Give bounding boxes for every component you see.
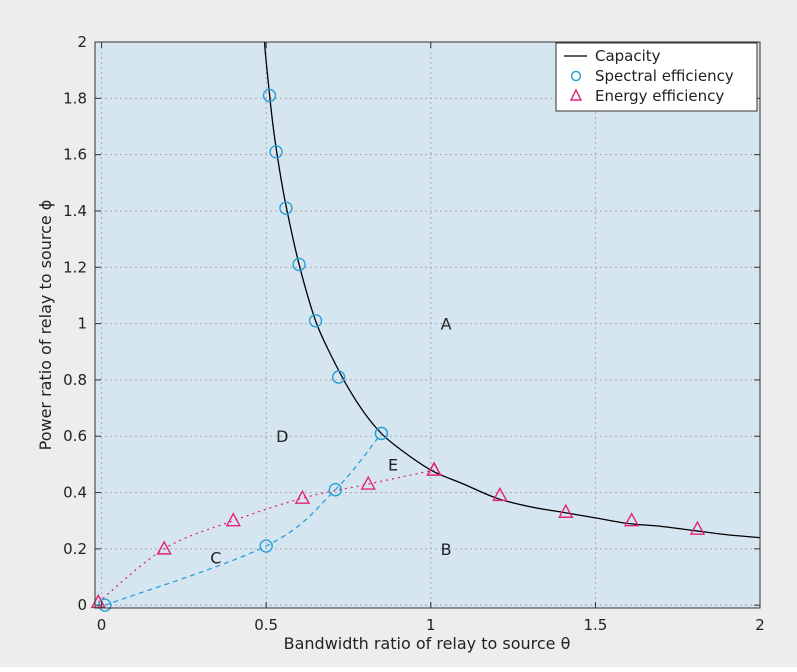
region-label-c: C [210,548,221,567]
x-tick-label: 2 [755,616,765,634]
x-axis-label: Bandwidth ratio of relay to source θ [284,634,571,653]
spectral-efficiency-point [262,88,277,103]
y-tick-label: 0.4 [63,484,87,502]
x-axis-ticks: 0 0.5 1 1.5 2 [97,42,765,634]
energy-efficiency-point [426,461,442,476]
region-label-e: E [388,455,398,474]
plot-area-background [95,42,760,608]
region-label-b: B [441,540,452,559]
y-tick-label: 0.6 [63,427,87,445]
y-tick-label: 1.4 [63,202,87,220]
region-labels: A B C D E [210,315,451,568]
y-tick-label: 0.2 [63,540,87,558]
y-tick-label: 1.2 [63,258,87,276]
markers [90,88,706,612]
x-tick-label: 0 [97,616,107,634]
x-tick-label: 1 [426,616,436,634]
y-tick-label: 0 [77,596,87,614]
spectral-efficiency-point [292,257,306,272]
energy-efficiency-point [360,475,376,490]
energy-efficiency-point [156,540,172,555]
legend-energy-triangle-icon [569,88,583,101]
energy-efficiency-point [294,489,311,504]
spectral-efficiency-point [328,483,343,497]
region-label-a: A [441,315,452,334]
spectral-efficiency-point [279,201,293,215]
legend-spectral-label: Spectral efficiency [595,67,734,85]
y-tick-label: 2 [77,33,87,51]
spectral-efficiency-point [308,314,323,328]
y-tick-label: 1.6 [63,146,87,164]
spectral-efficiency-dashed-curve [104,433,382,606]
y-tick-label: 1.8 [63,89,87,107]
energy-efficiency-point [558,503,574,518]
legend-energy-label: Energy efficiency [595,87,724,105]
spectral-efficiency-point [269,145,283,159]
grid-lines [95,42,760,608]
x-tick-label: 1.5 [583,616,607,634]
energy-efficiency-dotted-curve [97,469,435,603]
legend-capacity-label: Capacity [595,47,661,65]
legend-box [555,42,758,112]
region-label-d: D [276,427,288,446]
y-tick-label: 1 [77,315,87,333]
y-axis-ticks: 0 0.2 0.4 0.6 0.8 1 1.2 1.4 1.6 1.8 2 [63,33,760,614]
legend: Capacity Spectral efficiency Energy effi… [555,42,758,112]
spectral-efficiency-point [259,539,273,553]
spectral-efficiency-point [374,426,389,441]
y-tick-label: 0.8 [63,371,87,389]
energy-efficiency-point [623,512,640,527]
y-axis-label: Power ratio of relay to source ϕ [36,200,55,451]
energy-efficiency-point [225,512,241,527]
legend-spectral-circle-icon [570,70,582,82]
plot-area-border [94,41,761,609]
spectral-efficiency-point [331,370,346,384]
energy-efficiency-point [689,520,706,535]
energy-efficiency-point [492,486,508,502]
x-tick-label: 0.5 [254,616,278,634]
